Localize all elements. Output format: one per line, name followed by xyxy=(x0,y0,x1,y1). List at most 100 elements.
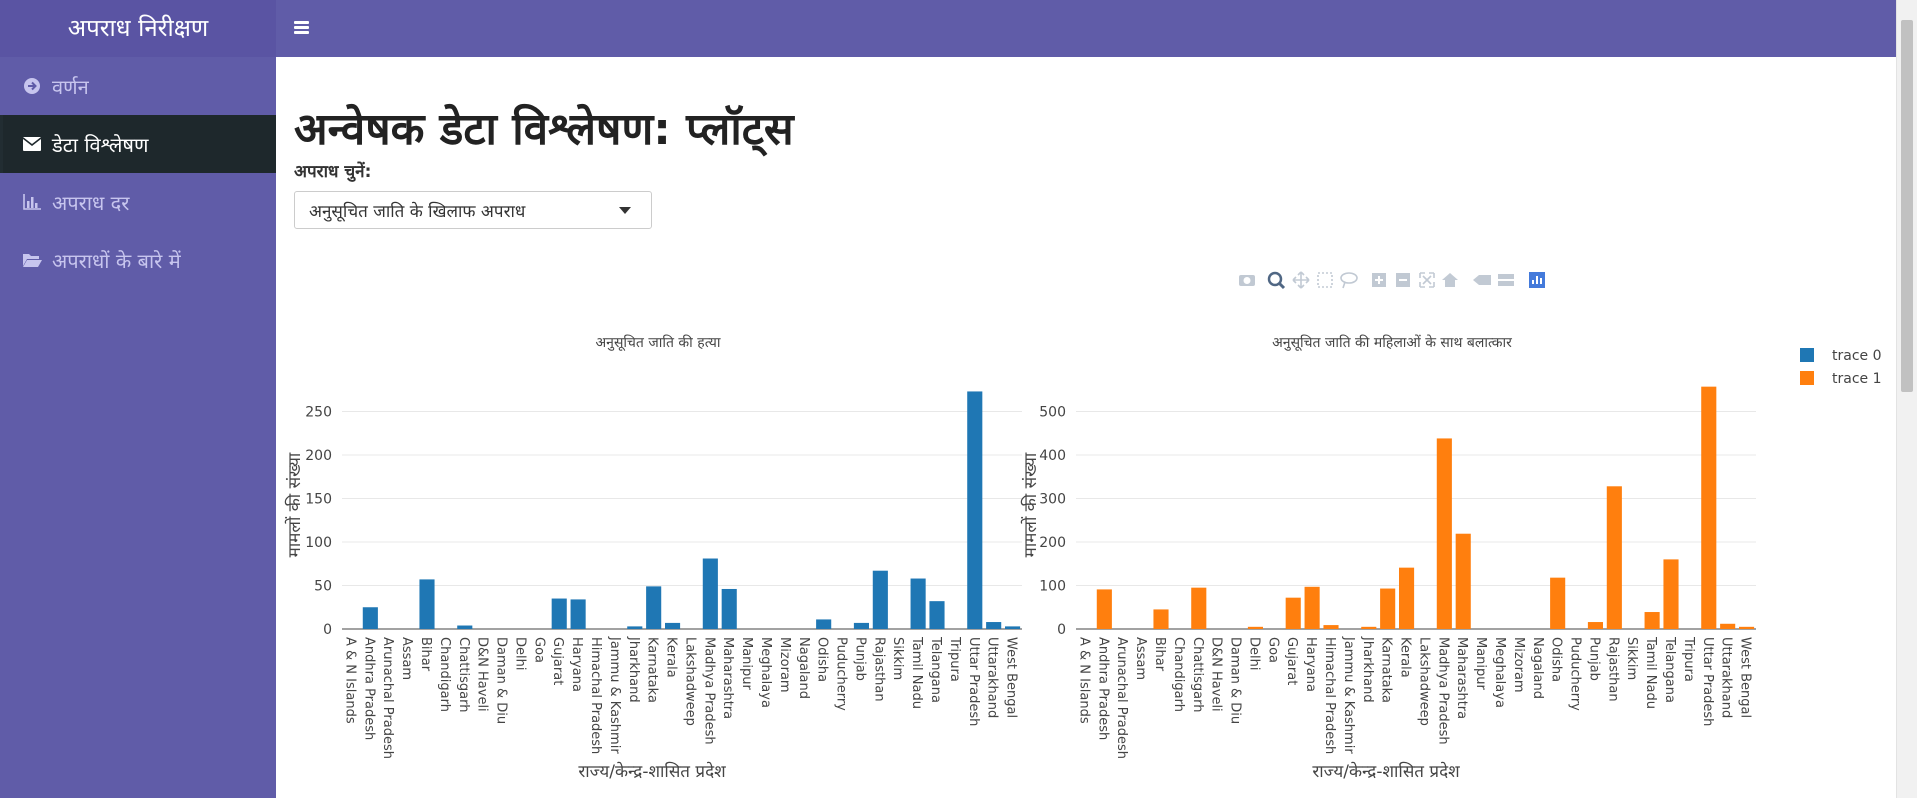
bar[interactable] xyxy=(872,570,888,629)
subplot-rape: 0 100 200 300 400 500 A & N Islands Andhra Prad… xyxy=(1020,334,1756,782)
bar[interactable] xyxy=(1361,626,1377,629)
bar[interactable] xyxy=(816,619,832,629)
sidebar-item-label: अपराध दर xyxy=(52,190,130,215)
bar[interactable] xyxy=(1436,438,1452,629)
bar[interactable] xyxy=(419,579,435,629)
x-tick-label: Assam xyxy=(399,637,414,680)
sidebar-item-description[interactable]: वर्णन xyxy=(0,57,276,115)
compare-hover-icon[interactable] xyxy=(1498,274,1514,286)
bar[interactable] xyxy=(1587,622,1603,629)
x-tick-label: Telangana xyxy=(1662,636,1677,703)
bar[interactable] xyxy=(1550,577,1566,629)
bar[interactable] xyxy=(1455,533,1471,629)
bar[interactable] xyxy=(986,622,1002,629)
x-tick-label: Lakshadweep xyxy=(682,637,697,726)
y-axis-label: मामलों की संख्या xyxy=(284,452,305,557)
chevron-down-icon xyxy=(619,207,631,214)
x-tick-label: Goa xyxy=(1265,637,1280,663)
plotly-logo-icon[interactable] xyxy=(1529,272,1545,288)
bar[interactable] xyxy=(1606,486,1622,629)
bar[interactable] xyxy=(646,586,662,629)
bar[interactable] xyxy=(1191,587,1207,629)
bar[interactable] xyxy=(702,558,718,629)
crime-select[interactable]: अनुसूचित जाति के खिलाफ अपराध xyxy=(294,191,652,229)
bar[interactable] xyxy=(457,625,473,629)
bar[interactable] xyxy=(929,601,945,629)
bar[interactable] xyxy=(362,607,378,629)
x-tick-label: Telangana xyxy=(928,636,943,703)
scrollbar-thumb[interactable] xyxy=(1901,20,1913,392)
bar[interactable] xyxy=(721,588,737,629)
x-tick-label: Uttar Pradesh xyxy=(1700,637,1715,726)
legend-swatch[interactable] xyxy=(1800,348,1814,362)
bar[interactable] xyxy=(1701,386,1717,629)
sidebar-item-label: वर्णन xyxy=(52,74,89,99)
bar[interactable] xyxy=(570,599,586,629)
x-tick-label: Maharashtra xyxy=(1454,637,1469,719)
bar[interactable] xyxy=(1323,625,1339,629)
bar[interactable] xyxy=(967,391,983,629)
x-tick-label: Manipur xyxy=(1473,637,1488,691)
x-tick-label: Gujarat xyxy=(1284,637,1299,685)
sidebar-item-crime-rate[interactable]: अपराध दर xyxy=(0,173,276,231)
legend-label[interactable]: trace 0 xyxy=(1832,348,1882,364)
x-tick-label: Nagaland xyxy=(796,637,811,699)
vertical-scrollbar[interactable] xyxy=(1896,0,1917,798)
bar[interactable] xyxy=(1380,588,1396,629)
y-tick-label: 100 xyxy=(305,535,332,551)
x-axis-label: राज्य/केन्द्र-शासित प्रदेश xyxy=(1312,761,1460,782)
y-tick-label: 0 xyxy=(1057,622,1066,638)
bar[interactable] xyxy=(853,622,869,629)
bar[interactable] xyxy=(1304,586,1320,629)
x-tick-label: Odisha xyxy=(1549,637,1564,682)
zoom-out-icon[interactable] xyxy=(1396,273,1410,287)
x-tick-label: Sikkim xyxy=(1624,637,1639,680)
x-tick-label: Uttarakhand xyxy=(985,637,1000,718)
bar[interactable] xyxy=(1153,609,1169,629)
zoom-in-icon[interactable] xyxy=(1372,273,1386,287)
app-brand[interactable]: अपराध निरीक्षण xyxy=(0,0,276,57)
x-tick-label: Delhi xyxy=(1246,637,1261,670)
bar[interactable] xyxy=(1663,559,1679,629)
page-title: अन्वेषक डेटा विश्लेषण: प्लॉट्स xyxy=(294,104,794,155)
spike-lines-icon[interactable] xyxy=(1473,275,1491,285)
y-tick-label: 150 xyxy=(305,491,332,507)
bar[interactable] xyxy=(627,626,643,629)
x-tick-label: Puducherry xyxy=(834,637,849,711)
bar[interactable] xyxy=(1247,626,1263,629)
top-header xyxy=(276,0,1896,57)
bar[interactable] xyxy=(910,578,926,629)
sidebar-item-data-analysis[interactable]: डेटा विश्लेषण xyxy=(0,115,276,173)
lasso-icon[interactable] xyxy=(1340,272,1358,289)
zoom-icon[interactable] xyxy=(1267,271,1286,290)
bar[interactable] xyxy=(551,598,567,629)
x-tick-label: Gujarat xyxy=(550,637,565,685)
reset-axes-icon[interactable] xyxy=(1442,273,1458,287)
legend-label[interactable]: trace 1 xyxy=(1832,371,1882,387)
bar[interactable] xyxy=(1739,626,1755,629)
bar[interactable] xyxy=(1005,626,1021,629)
x-tick-label: Arunachal Pradesh xyxy=(1114,637,1129,759)
y-tick-label: 0 xyxy=(323,622,332,638)
box-select-icon[interactable] xyxy=(1317,272,1333,288)
x-tick-label: Maharashtra xyxy=(720,637,735,719)
x-tick-label: Andhra Pradesh xyxy=(1095,637,1110,740)
plotly-figure[interactable]: 0 50 100 150 200 250 A & N Islands Andhra Prade… xyxy=(276,237,1896,797)
bar[interactable] xyxy=(1399,567,1415,629)
sidebar-item-about-crimes[interactable]: अपराधों के बारे में xyxy=(0,231,276,289)
x-tick-label: Himachal Pradesh xyxy=(1322,637,1337,754)
sidebar-toggle-icon[interactable] xyxy=(292,17,316,39)
y-tick-label: 50 xyxy=(314,578,332,594)
bar[interactable] xyxy=(1720,623,1736,629)
bar[interactable] xyxy=(1285,597,1301,629)
x-tick-label: Daman & Diu xyxy=(1228,637,1243,724)
x-tick-label: Madhya Pradesh xyxy=(1435,637,1450,745)
camera-icon[interactable] xyxy=(1239,275,1255,286)
bar[interactable] xyxy=(1644,612,1660,629)
pan-icon[interactable] xyxy=(1292,271,1310,289)
x-tick-label: Uttarakhand xyxy=(1719,637,1734,718)
autoscale-icon[interactable] xyxy=(1419,272,1435,288)
bar[interactable] xyxy=(1096,589,1112,629)
legend-swatch[interactable] xyxy=(1800,371,1814,385)
bar[interactable] xyxy=(665,622,681,629)
